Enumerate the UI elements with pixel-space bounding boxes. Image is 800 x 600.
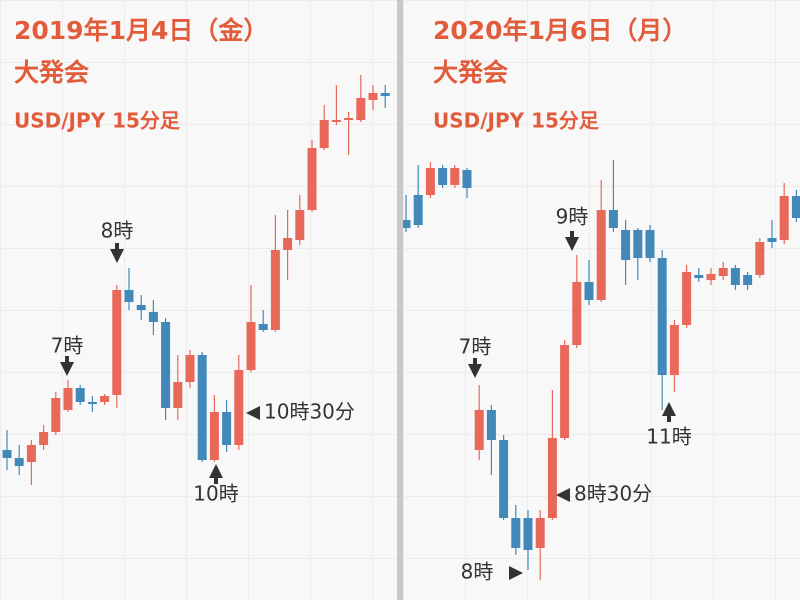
- candle-body: [621, 230, 631, 260]
- annotation-arrow: [565, 231, 579, 251]
- candle-body: [112, 290, 122, 395]
- candle-body: [633, 230, 643, 258]
- chart-panel: 2020年1月6日（月） 大発会 USD/JPY 15分足 7時 8時 8時30分 9…: [403, 0, 800, 600]
- candle-body: [87, 402, 97, 404]
- candle-body: [344, 118, 354, 120]
- candle-body: [706, 274, 716, 280]
- candle-body: [486, 410, 496, 440]
- candle-body: [438, 168, 448, 185]
- annotation: 10時30分: [264, 400, 355, 424]
- pair-label: USD/JPY 15分足: [433, 109, 600, 133]
- candle-body: [331, 120, 341, 122]
- candle-body: [173, 382, 183, 408]
- candle-body: [124, 290, 134, 302]
- annotation-arrow: [468, 358, 482, 378]
- candle-body: [258, 324, 268, 330]
- chart-subtitle: 大発会: [14, 58, 89, 87]
- candle-body: [51, 398, 61, 432]
- candle-body: [791, 196, 800, 218]
- candle-body: [730, 268, 740, 285]
- annotation-arrow: [556, 488, 570, 502]
- candle-body: [234, 370, 244, 445]
- chart-title: 2019年1月4日（金）: [14, 16, 268, 45]
- annotation: 7時: [51, 334, 84, 358]
- candle-body: [547, 438, 557, 518]
- candle-body: [523, 518, 533, 550]
- candle-body: [209, 412, 219, 460]
- chart-title: 2020年1月6日（月）: [433, 16, 687, 45]
- annotation: 9時: [556, 205, 589, 229]
- candle-body: [161, 322, 171, 408]
- candle-body: [596, 210, 606, 300]
- annotation-arrow: [60, 356, 74, 376]
- candle-body: [462, 170, 472, 188]
- chart-subtitle: 大発会: [433, 58, 508, 87]
- candle-body: [645, 230, 655, 258]
- candle-body: [222, 412, 232, 445]
- candle-body: [779, 196, 789, 240]
- candle-body: [307, 148, 317, 210]
- candle-body: [755, 242, 765, 275]
- candle-body: [356, 98, 366, 120]
- candle-body: [283, 238, 293, 250]
- annotation-arrow: [110, 243, 124, 263]
- candle-body: [380, 93, 390, 96]
- candle-body: [584, 282, 594, 300]
- candle-body: [26, 445, 36, 462]
- candle-body: [14, 458, 24, 466]
- annotation: 8時30分: [574, 482, 652, 506]
- candle-body: [63, 388, 73, 410]
- annotation: 11時: [646, 425, 691, 449]
- annotation-arrow: [509, 566, 523, 580]
- candle-body: [474, 410, 484, 450]
- candle-body: [535, 518, 545, 548]
- candle-body: [295, 210, 305, 240]
- annotation: 8時: [461, 560, 494, 584]
- candle-body: [136, 305, 146, 310]
- candle-body: [246, 322, 256, 370]
- candle-body: [425, 168, 435, 195]
- candle-body: [39, 432, 49, 445]
- candle-body: [319, 120, 329, 148]
- candle-body: [413, 195, 423, 225]
- candle-body: [511, 518, 521, 548]
- candle-body: [197, 355, 207, 460]
- candle-body: [368, 93, 378, 100]
- candle-body: [148, 312, 158, 322]
- annotation-arrow: [246, 406, 260, 420]
- candle-body: [100, 396, 110, 402]
- annotation: 8時: [101, 219, 134, 243]
- candle-body: [185, 355, 195, 382]
- candle-body: [572, 282, 582, 345]
- candle-body: [560, 345, 570, 438]
- candle-body: [669, 325, 679, 375]
- annotation-arrow: [209, 464, 223, 484]
- candle-body: [608, 210, 618, 228]
- pair-label: USD/JPY 15分足: [14, 109, 181, 133]
- candle-body: [767, 238, 777, 242]
- annotation-arrow: [662, 402, 676, 422]
- candle-body: [718, 268, 728, 276]
- candle-body: [499, 440, 509, 518]
- candle-body: [682, 272, 692, 325]
- candle-body: [743, 275, 753, 285]
- annotation: 7時: [459, 335, 492, 359]
- candle-body: [270, 250, 280, 330]
- candle-body: [657, 258, 667, 375]
- candle-body: [2, 450, 12, 458]
- candle-body: [450, 168, 460, 185]
- candle-body: [694, 275, 704, 278]
- candle-body: [403, 220, 411, 228]
- candle-body: [75, 388, 85, 402]
- annotation: 10時: [193, 482, 238, 506]
- chart-panel: 2019年1月4日（金） 大発会 USD/JPY 15分足 7時 8時 10時 10時…: [0, 0, 397, 600]
